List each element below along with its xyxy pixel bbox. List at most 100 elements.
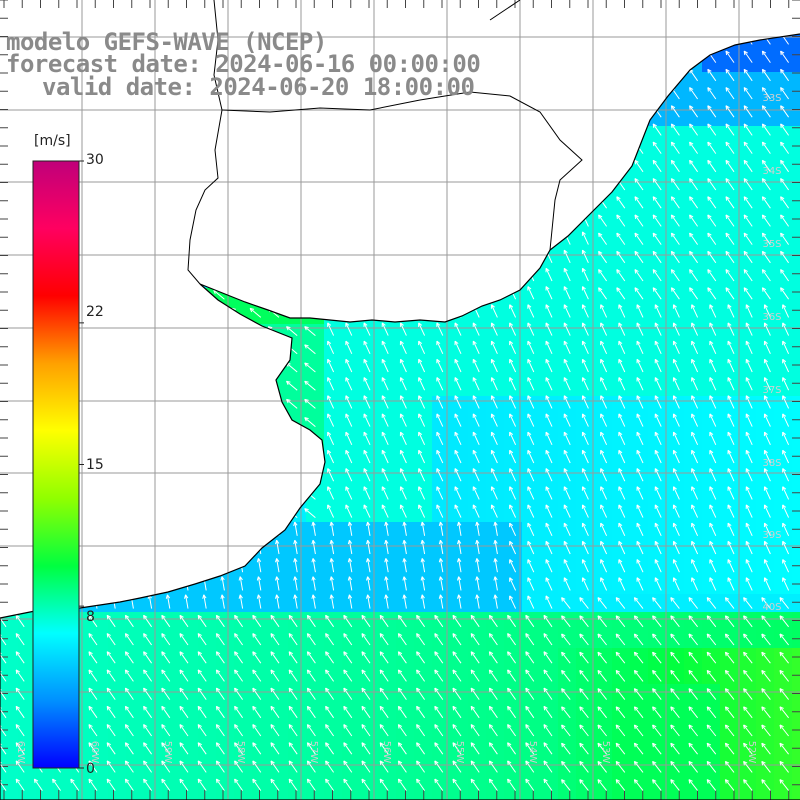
speed-cell bbox=[306, 270, 325, 289]
speed-cell bbox=[54, 792, 73, 800]
wind-arrow bbox=[527, 158, 535, 173]
wind-arrow bbox=[581, 176, 589, 191]
wind-arrow bbox=[202, 521, 207, 536]
speed-cell bbox=[180, 684, 199, 703]
speed-cell bbox=[378, 34, 397, 37]
wind-arrow bbox=[381, 195, 389, 209]
speed-cell bbox=[360, 378, 379, 397]
wind-arrow bbox=[399, 267, 407, 282]
speed-cell bbox=[558, 594, 577, 613]
speed-cell bbox=[90, 180, 109, 199]
speed-cell bbox=[324, 342, 343, 361]
wind-arrow bbox=[13, 162, 25, 173]
speed-cell bbox=[108, 342, 127, 361]
speed-cell bbox=[630, 486, 649, 505]
wind-arrow bbox=[85, 216, 98, 227]
speed-cell bbox=[432, 126, 451, 145]
wind-arrow bbox=[122, 362, 134, 373]
wind-arrow bbox=[13, 235, 25, 245]
speed-cell bbox=[144, 306, 163, 325]
speed-cell bbox=[522, 288, 541, 307]
speed-cell bbox=[180, 306, 199, 325]
speed-cell bbox=[252, 720, 271, 739]
wind-arrow bbox=[472, 34, 480, 45]
speed-cell bbox=[18, 792, 37, 800]
wind-arrow bbox=[176, 508, 189, 518]
speed-cell bbox=[648, 558, 667, 577]
speed-cell bbox=[648, 126, 667, 145]
speed-cell bbox=[702, 162, 721, 181]
wind-arrow bbox=[436, 158, 444, 173]
speed-cell bbox=[540, 54, 559, 73]
wind-arrow bbox=[634, 87, 644, 100]
wind-arrow bbox=[231, 362, 243, 373]
speed-cell bbox=[216, 630, 235, 649]
speed-cell bbox=[270, 720, 289, 739]
speed-cell bbox=[450, 180, 469, 199]
wind-arrow bbox=[345, 176, 353, 191]
speed-cell bbox=[288, 486, 307, 505]
wind-arrow bbox=[399, 286, 407, 300]
wind-arrow bbox=[147, 521, 153, 536]
speed-cell bbox=[342, 702, 361, 721]
speed-cell bbox=[756, 486, 775, 505]
wind-arrow bbox=[104, 198, 116, 209]
wind-arrow bbox=[85, 125, 98, 136]
speed-cell bbox=[450, 792, 469, 800]
speed-cell bbox=[324, 684, 343, 703]
speed-cell bbox=[288, 558, 307, 577]
speed-cell bbox=[288, 666, 307, 685]
speed-cell bbox=[738, 486, 757, 505]
speed-cell bbox=[0, 792, 19, 800]
wind-arrow bbox=[231, 508, 243, 518]
speed-cell bbox=[612, 540, 631, 559]
speed-cell bbox=[576, 774, 595, 793]
wind-arrow bbox=[147, 576, 153, 591]
speed-cell bbox=[270, 216, 289, 235]
wind-arrow bbox=[286, 289, 298, 300]
speed-cell bbox=[252, 666, 271, 685]
speed-cell bbox=[306, 108, 325, 127]
speed-cell bbox=[432, 34, 451, 37]
speed-cell bbox=[540, 36, 559, 55]
speed-cell bbox=[702, 432, 721, 451]
speed-cell bbox=[594, 576, 613, 595]
speed-cell bbox=[702, 504, 721, 523]
speed-cell bbox=[594, 522, 613, 541]
wind-arrow bbox=[267, 344, 280, 355]
speed-cell bbox=[540, 34, 559, 37]
speed-cell bbox=[594, 54, 613, 73]
speed-cell bbox=[540, 522, 559, 541]
wind-arrow bbox=[249, 508, 262, 518]
wind-arrow bbox=[581, 104, 589, 118]
speed-cell bbox=[558, 198, 577, 217]
speed-cell bbox=[486, 702, 505, 721]
wind-arrow bbox=[473, 14, 479, 27]
speed-cell bbox=[666, 34, 685, 37]
speed-cell bbox=[684, 432, 703, 451]
speed-cell bbox=[270, 792, 289, 800]
wind-arrow bbox=[158, 216, 171, 227]
speed-cell bbox=[720, 144, 739, 163]
speed-cell bbox=[720, 792, 739, 800]
speed-cell bbox=[360, 306, 379, 325]
speed-cell bbox=[198, 558, 217, 577]
speed-cell bbox=[126, 738, 145, 757]
speed-cell bbox=[468, 360, 487, 379]
speed-cell bbox=[684, 324, 703, 343]
wind-arrow bbox=[634, 68, 644, 82]
wind-arrow bbox=[510, 14, 516, 27]
speed-cell bbox=[108, 216, 127, 235]
speed-cell bbox=[630, 270, 649, 289]
wind-arrow bbox=[725, 34, 735, 45]
speed-cell bbox=[108, 558, 127, 577]
speed-cell bbox=[774, 126, 793, 145]
speed-cell bbox=[270, 594, 289, 613]
wind-arrow bbox=[13, 271, 25, 282]
speed-cell bbox=[396, 468, 415, 487]
wind-arrow bbox=[418, 195, 426, 209]
speed-cell bbox=[270, 648, 289, 667]
country-border-north bbox=[489, 0, 521, 21]
speed-cell bbox=[324, 738, 343, 757]
speed-cell bbox=[0, 468, 19, 487]
